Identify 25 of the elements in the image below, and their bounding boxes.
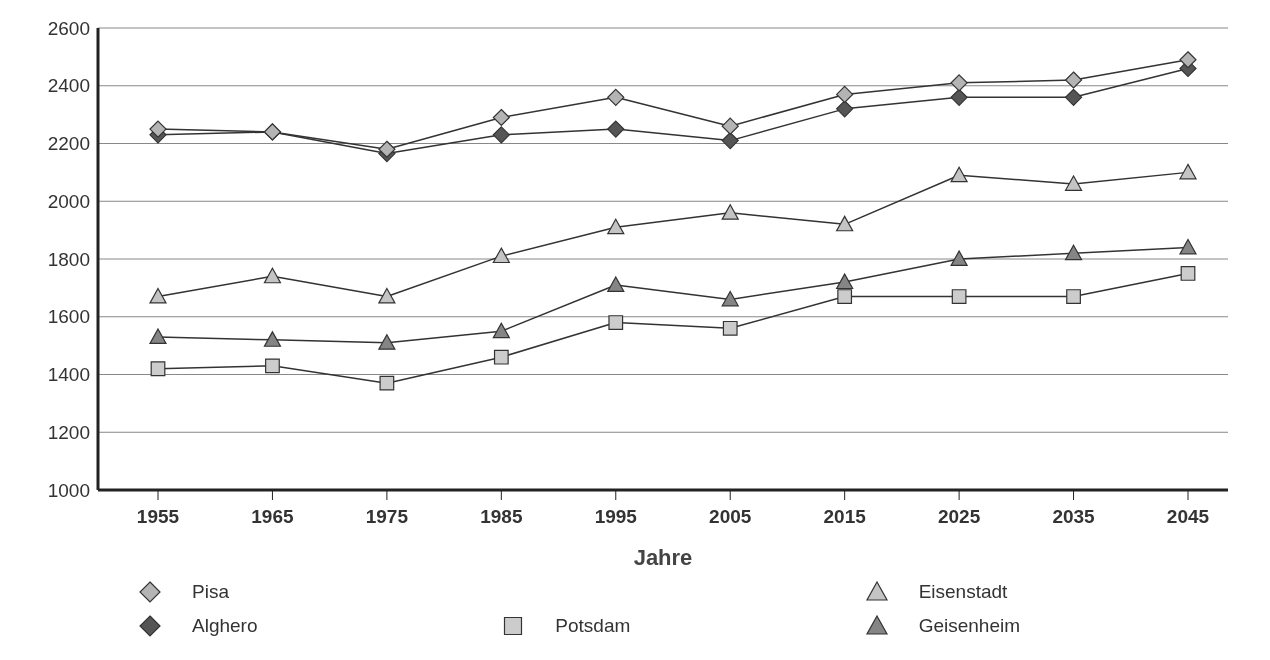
x-axis-title: Jahre xyxy=(633,545,693,570)
x-tick-label: 1985 xyxy=(480,506,523,528)
y-tick-label: 2600 xyxy=(47,17,90,39)
x-tick-label: 2045 xyxy=(1166,506,1210,528)
y-tick-label: 1200 xyxy=(47,421,90,443)
y-tick-label: 2400 xyxy=(47,75,90,97)
y-tick-label: 2200 xyxy=(47,133,90,155)
x-tick-label: 2025 xyxy=(937,506,981,528)
x-tick-label: 1955 xyxy=(136,506,180,528)
x-tick-label: 2035 xyxy=(1052,506,1096,528)
legend-label: Eisenstadt xyxy=(918,581,1008,603)
x-tick-label: 1995 xyxy=(594,506,638,528)
y-tick-label: 1600 xyxy=(47,306,90,328)
y-tick-label: 2000 xyxy=(47,190,90,212)
x-tick-label: 1965 xyxy=(251,506,294,528)
legend-label: Alghero xyxy=(192,615,258,637)
y-tick-label: 1800 xyxy=(47,248,90,270)
y-tick-label: 1000 xyxy=(47,479,90,501)
y-tick-label: 1400 xyxy=(47,364,90,386)
x-tick-label: 2015 xyxy=(823,506,867,528)
legend-label: Pisa xyxy=(192,581,229,603)
legend-label: Geisenheim xyxy=(918,615,1021,637)
legend-label: Potsdam xyxy=(555,615,631,637)
x-tick-label: 2005 xyxy=(709,506,752,528)
x-tick-label: 1975 xyxy=(365,506,409,528)
